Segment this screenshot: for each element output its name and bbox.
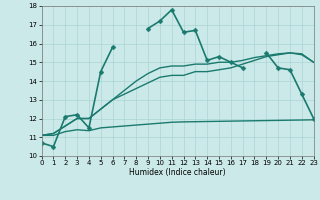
X-axis label: Humidex (Indice chaleur): Humidex (Indice chaleur): [129, 168, 226, 177]
